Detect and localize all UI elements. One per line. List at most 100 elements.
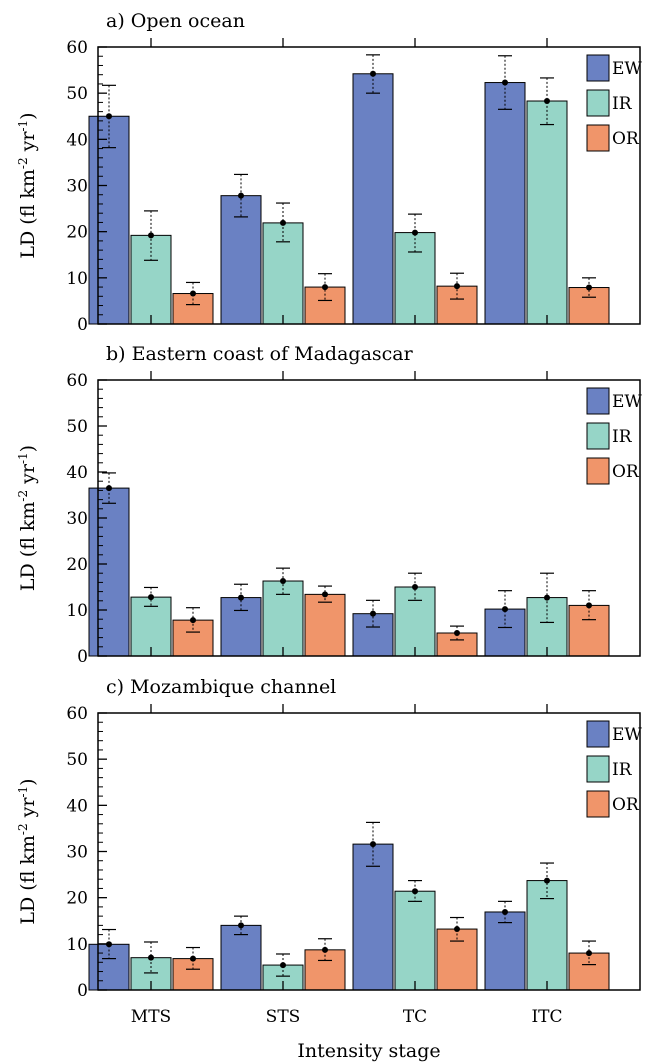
bar-EW-ITC <box>484 82 526 325</box>
mean-point <box>586 950 592 957</box>
y-tick-label: 0 <box>77 981 88 1001</box>
mean-point <box>280 962 286 969</box>
bar-OR-MTS <box>172 958 214 991</box>
y-tick-label: 10 <box>66 601 88 621</box>
y-tick-label: 10 <box>66 269 88 289</box>
bar-EW-TC <box>352 843 394 991</box>
mean-point <box>322 284 328 291</box>
legend-label-OR: OR <box>612 462 640 482</box>
legend-label-EW: EW <box>612 725 642 745</box>
y-tick-label: 40 <box>66 130 88 150</box>
mean-point <box>544 594 550 601</box>
legend-label-IR: IR <box>612 427 633 447</box>
bar-OR-ITC <box>568 604 610 657</box>
mean-point <box>544 98 550 105</box>
bar-IR-ITC <box>526 597 568 657</box>
y-tick-label: 40 <box>66 796 88 816</box>
legend-label-OR: OR <box>612 129 640 149</box>
x-tick-label: TC <box>403 1007 427 1027</box>
bar-IR-TC <box>394 890 436 991</box>
legend-swatch-IR <box>586 422 610 450</box>
mean-point <box>586 284 592 291</box>
bar-OR-STS <box>304 286 346 325</box>
mean-point <box>502 79 508 86</box>
legend-label-EW: EW <box>612 392 642 412</box>
y-tick-label: 0 <box>77 647 88 667</box>
y-axis-title: LD (fl km-2 yr-1) <box>16 445 39 591</box>
mean-point <box>370 841 376 848</box>
panel-1: a) Open ocean LD (fl km-2 yr-1) 0 10 20 30 40 5… <box>16 10 642 335</box>
mean-point <box>148 954 154 961</box>
mean-point <box>502 908 508 915</box>
mean-point <box>370 610 376 617</box>
mean-point <box>454 926 460 933</box>
mean-point <box>106 113 112 120</box>
mean-point <box>106 941 112 948</box>
mean-point <box>280 219 286 226</box>
panel-title: a) Open ocean <box>106 10 245 32</box>
y-axis-title: LD (fl km-2 yr-1) <box>16 112 39 258</box>
bar-OR-MTS <box>172 619 214 657</box>
bar-OR-ITC <box>568 287 610 325</box>
y-tick-label: 30 <box>66 177 88 197</box>
mean-point <box>238 922 244 929</box>
mean-point <box>148 594 154 601</box>
bar-OR-STS <box>304 593 346 657</box>
mean-point <box>238 594 244 601</box>
legend-swatch-IR <box>586 755 610 783</box>
bar-EW-MTS <box>88 115 130 325</box>
mean-point <box>280 578 286 585</box>
mean-point <box>412 888 418 895</box>
y-tick-label: 60 <box>66 371 88 391</box>
y-tick-label: 50 <box>66 750 88 770</box>
legend-label-IR: IR <box>612 94 633 114</box>
mean-point <box>454 630 460 636</box>
legend-label-IR: IR <box>612 760 633 780</box>
legend-swatch-EW <box>586 54 610 82</box>
y-tick-label: 60 <box>66 704 88 724</box>
bar-EW-TC <box>352 613 394 657</box>
bar-OR-MTS <box>172 293 214 325</box>
legend-label-EW: EW <box>612 59 642 79</box>
mean-point <box>148 232 154 239</box>
y-tick-label: 20 <box>66 223 88 243</box>
legend-swatch-OR <box>586 790 610 818</box>
legend-swatch-OR <box>586 457 610 485</box>
y-tick-label: 50 <box>66 84 88 104</box>
y-tick-label: 0 <box>77 315 88 335</box>
x-axis-title: Intensity stage <box>297 1040 440 1062</box>
y-tick-label: 50 <box>66 417 88 437</box>
bar-EW-STS <box>220 597 262 657</box>
y-tick-label: 20 <box>66 889 88 909</box>
y-tick-label: 20 <box>66 555 88 575</box>
mean-point <box>454 283 460 290</box>
mean-point <box>412 584 418 590</box>
bar-EW-TC <box>352 73 394 325</box>
bar-EW-ITC <box>484 911 526 991</box>
bar-IR-ITC <box>526 100 568 325</box>
y-tick-label: 40 <box>66 463 88 483</box>
mean-point <box>586 602 592 609</box>
y-tick-label: 10 <box>66 935 88 955</box>
mean-point <box>190 617 196 624</box>
legend-label-OR: OR <box>612 795 640 815</box>
mean-point <box>190 290 196 297</box>
bar-IR-MTS <box>130 596 172 657</box>
panel-2: b) Eastern coast of Madagascar LD (fl km-… <box>16 343 642 667</box>
mean-point <box>238 192 244 199</box>
legend-swatch-EW <box>586 387 610 415</box>
mean-point <box>322 946 328 953</box>
bar-EW-MTS <box>88 943 130 991</box>
panel-title: c) Mozambique channel <box>106 676 336 698</box>
bar-IR-STS <box>262 222 304 325</box>
mean-point <box>322 591 328 598</box>
mean-point <box>370 70 376 77</box>
legend-swatch-EW <box>586 720 610 748</box>
x-tick-label: MTS <box>131 1007 171 1027</box>
mean-point <box>190 955 196 962</box>
x-tick-label: STS <box>266 1007 301 1027</box>
legend-swatch-IR <box>586 89 610 117</box>
panel-title: b) Eastern coast of Madagascar <box>106 343 414 365</box>
mean-point <box>544 877 550 884</box>
